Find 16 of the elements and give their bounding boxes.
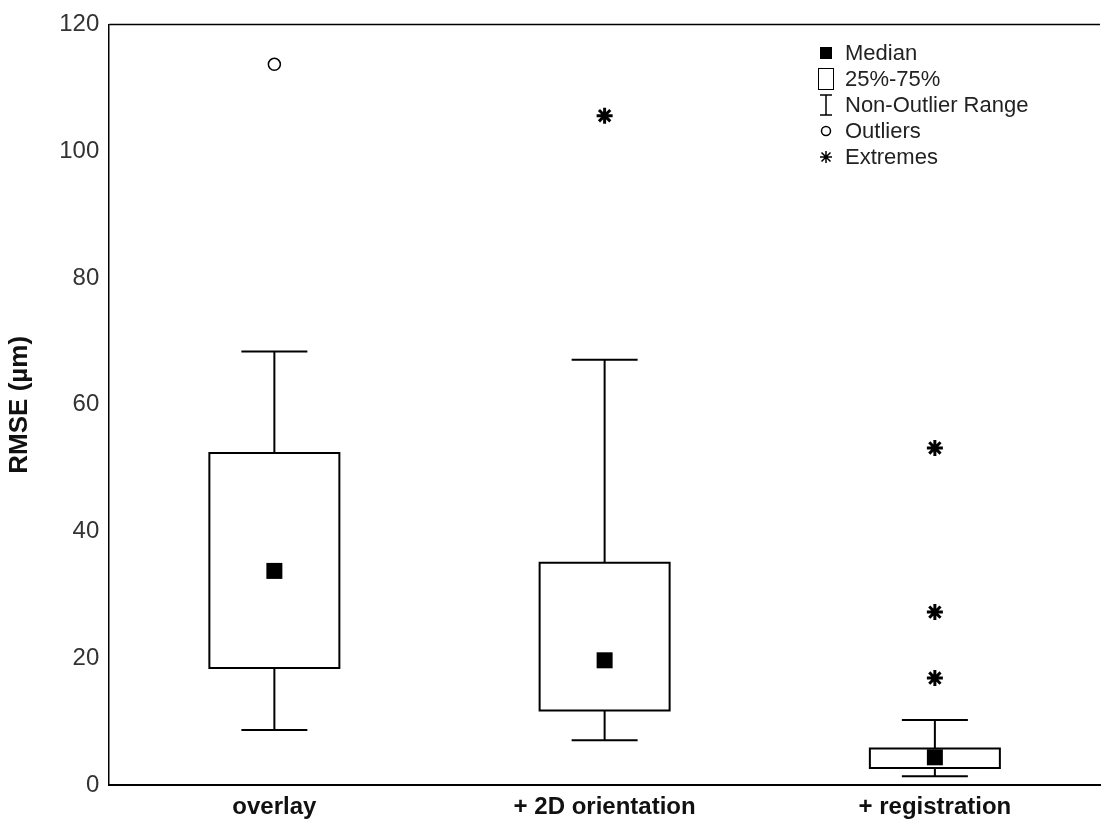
legend-label: Extremes	[845, 144, 938, 170]
y-tick-label: 20	[72, 643, 100, 671]
x-tick-label: + 2D orientation	[513, 792, 696, 820]
y-axis-title: RMSE (µm)	[2, 335, 33, 474]
y-tick-label: 60	[72, 389, 100, 417]
x-tick-label: + registration	[858, 792, 1012, 820]
y-tick-label: 80	[72, 262, 100, 290]
legend-label: Outliers	[845, 118, 921, 144]
annotation: Non-Outlier Range	[845, 92, 1029, 118]
x-tick-label: overlay	[232, 792, 318, 820]
annotation: Median	[845, 40, 918, 66]
annotation: 25%-75%	[845, 66, 941, 92]
y-tick-label: 40	[72, 516, 100, 544]
y-tick-label: 0	[85, 769, 100, 797]
y-tick-label: 100	[59, 135, 100, 163]
y-tick-label: 120	[59, 9, 100, 37]
